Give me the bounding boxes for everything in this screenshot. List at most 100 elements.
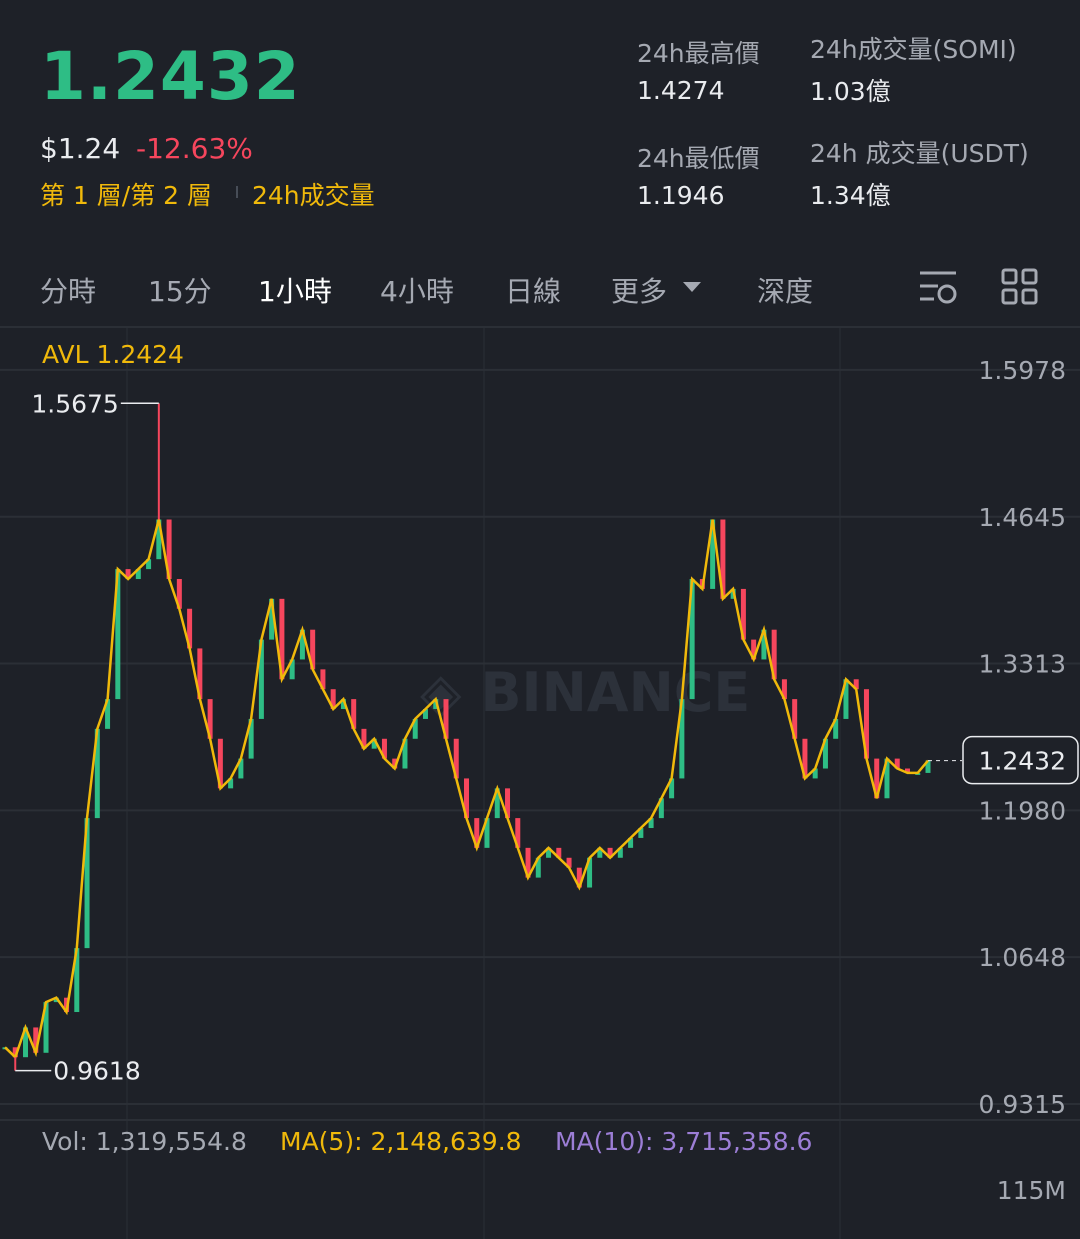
stat-label: 24h成交量(SOMI) [810, 35, 1017, 64]
candle [320, 669, 326, 690]
candle [484, 818, 490, 848]
candle [299, 629, 305, 660]
candle [392, 758, 398, 769]
candle [125, 569, 131, 580]
vol-ma5: MA(5): 2,148,639.8 [280, 1127, 522, 1156]
candle [443, 699, 449, 739]
candle [638, 828, 644, 838]
candle [812, 768, 818, 779]
candle [166, 519, 172, 580]
candle [556, 847, 562, 858]
candle [740, 588, 746, 640]
candle [340, 699, 346, 710]
tab[interactable]: 更多 [611, 275, 668, 308]
tab[interactable]: 4小時 [380, 275, 454, 308]
tab[interactable]: 日線 [505, 275, 562, 308]
last-price: 1.2432 [40, 38, 301, 115]
y-tick-label: 1.4645 [979, 503, 1066, 532]
candle [863, 689, 869, 759]
vol-ma10: MA(10): 3,715,358.6 [555, 1127, 812, 1156]
candle [617, 847, 623, 858]
candle [146, 559, 152, 570]
max-label: 1.5675 [31, 389, 118, 418]
watermark: ◈ BINANCE [420, 661, 750, 724]
candle [792, 699, 798, 739]
candle [546, 847, 552, 858]
vol-tick-label: 115M [997, 1176, 1066, 1205]
tab[interactable]: 分時 [40, 275, 97, 308]
candle [925, 760, 931, 773]
candle [115, 569, 121, 700]
candle [710, 519, 716, 589]
stat-value: 1.03億 [810, 77, 891, 106]
candle [833, 718, 839, 739]
candle [894, 758, 900, 769]
candle [802, 738, 808, 779]
tab[interactable]: 1小時 [258, 275, 332, 308]
stat-label: 24h最高價 [637, 39, 760, 68]
candle [207, 699, 213, 739]
tag[interactable]: 第 1 層/第 2 層 [40, 181, 213, 210]
vol-stat: Vol: 1,319,554.8 [42, 1127, 247, 1156]
candle [33, 1027, 39, 1053]
settings-icon[interactable] [918, 268, 960, 308]
candle [43, 1002, 49, 1053]
usd-price: $1.24 [40, 132, 121, 165]
candle [74, 948, 80, 1013]
candle [781, 679, 787, 700]
candle [535, 857, 541, 878]
chart: ◈ BINANCE AVL 1.2424 Vol: 1,319,554.8 MA… [0, 326, 1080, 1239]
stat-value: 1.1946 [637, 181, 725, 210]
candle [422, 709, 428, 719]
candle [853, 679, 859, 690]
candle [822, 738, 828, 769]
candle [576, 867, 582, 888]
stat-value: 1.34億 [810, 181, 891, 210]
candle [330, 689, 336, 710]
candle [771, 629, 777, 680]
price-change: -12.63% [136, 132, 253, 165]
candle [310, 629, 316, 670]
candle [874, 758, 880, 799]
candle [289, 659, 295, 680]
candle [648, 818, 654, 829]
candle [156, 519, 162, 560]
candle [505, 788, 511, 819]
candle [197, 648, 203, 700]
tag[interactable]: 24h成交量 [252, 181, 375, 210]
candle [412, 718, 418, 739]
candle [381, 738, 387, 759]
candle [402, 738, 408, 769]
stat-label: 24h 成交量(USDT) [810, 139, 1029, 168]
candle [105, 699, 111, 729]
candle [279, 598, 285, 680]
y-tick-label: 1.3313 [979, 650, 1066, 679]
candle [658, 798, 664, 819]
plot: 1.5978 1.4645 1.3313 1.1980 1.0648 0.9315 1.56… [0, 356, 1080, 1119]
candle [474, 818, 480, 848]
candle [53, 997, 59, 1003]
candle [84, 818, 90, 949]
current-price-label: 1.2432 [979, 747, 1066, 776]
candle [566, 857, 572, 868]
candle [176, 579, 182, 609]
candle [628, 837, 634, 848]
candle [94, 728, 100, 819]
y-tick-label: 1.0648 [979, 943, 1066, 972]
candle [525, 847, 531, 878]
candle [371, 738, 377, 749]
tab[interactable]: 15分 [148, 275, 212, 308]
candle [751, 639, 757, 660]
candle [843, 679, 849, 719]
candle [515, 818, 521, 848]
min-label: 0.9618 [53, 1057, 140, 1086]
layout-icon[interactable] [1001, 268, 1041, 308]
candle [12, 1047, 18, 1058]
tab[interactable]: 深度 [757, 275, 814, 308]
candle [258, 639, 264, 719]
y-tick-label: 0.9315 [979, 1090, 1066, 1119]
y-tick-label: 1.5978 [979, 356, 1066, 385]
y-tick-label: 1.1980 [979, 796, 1066, 825]
candle [464, 778, 469, 819]
